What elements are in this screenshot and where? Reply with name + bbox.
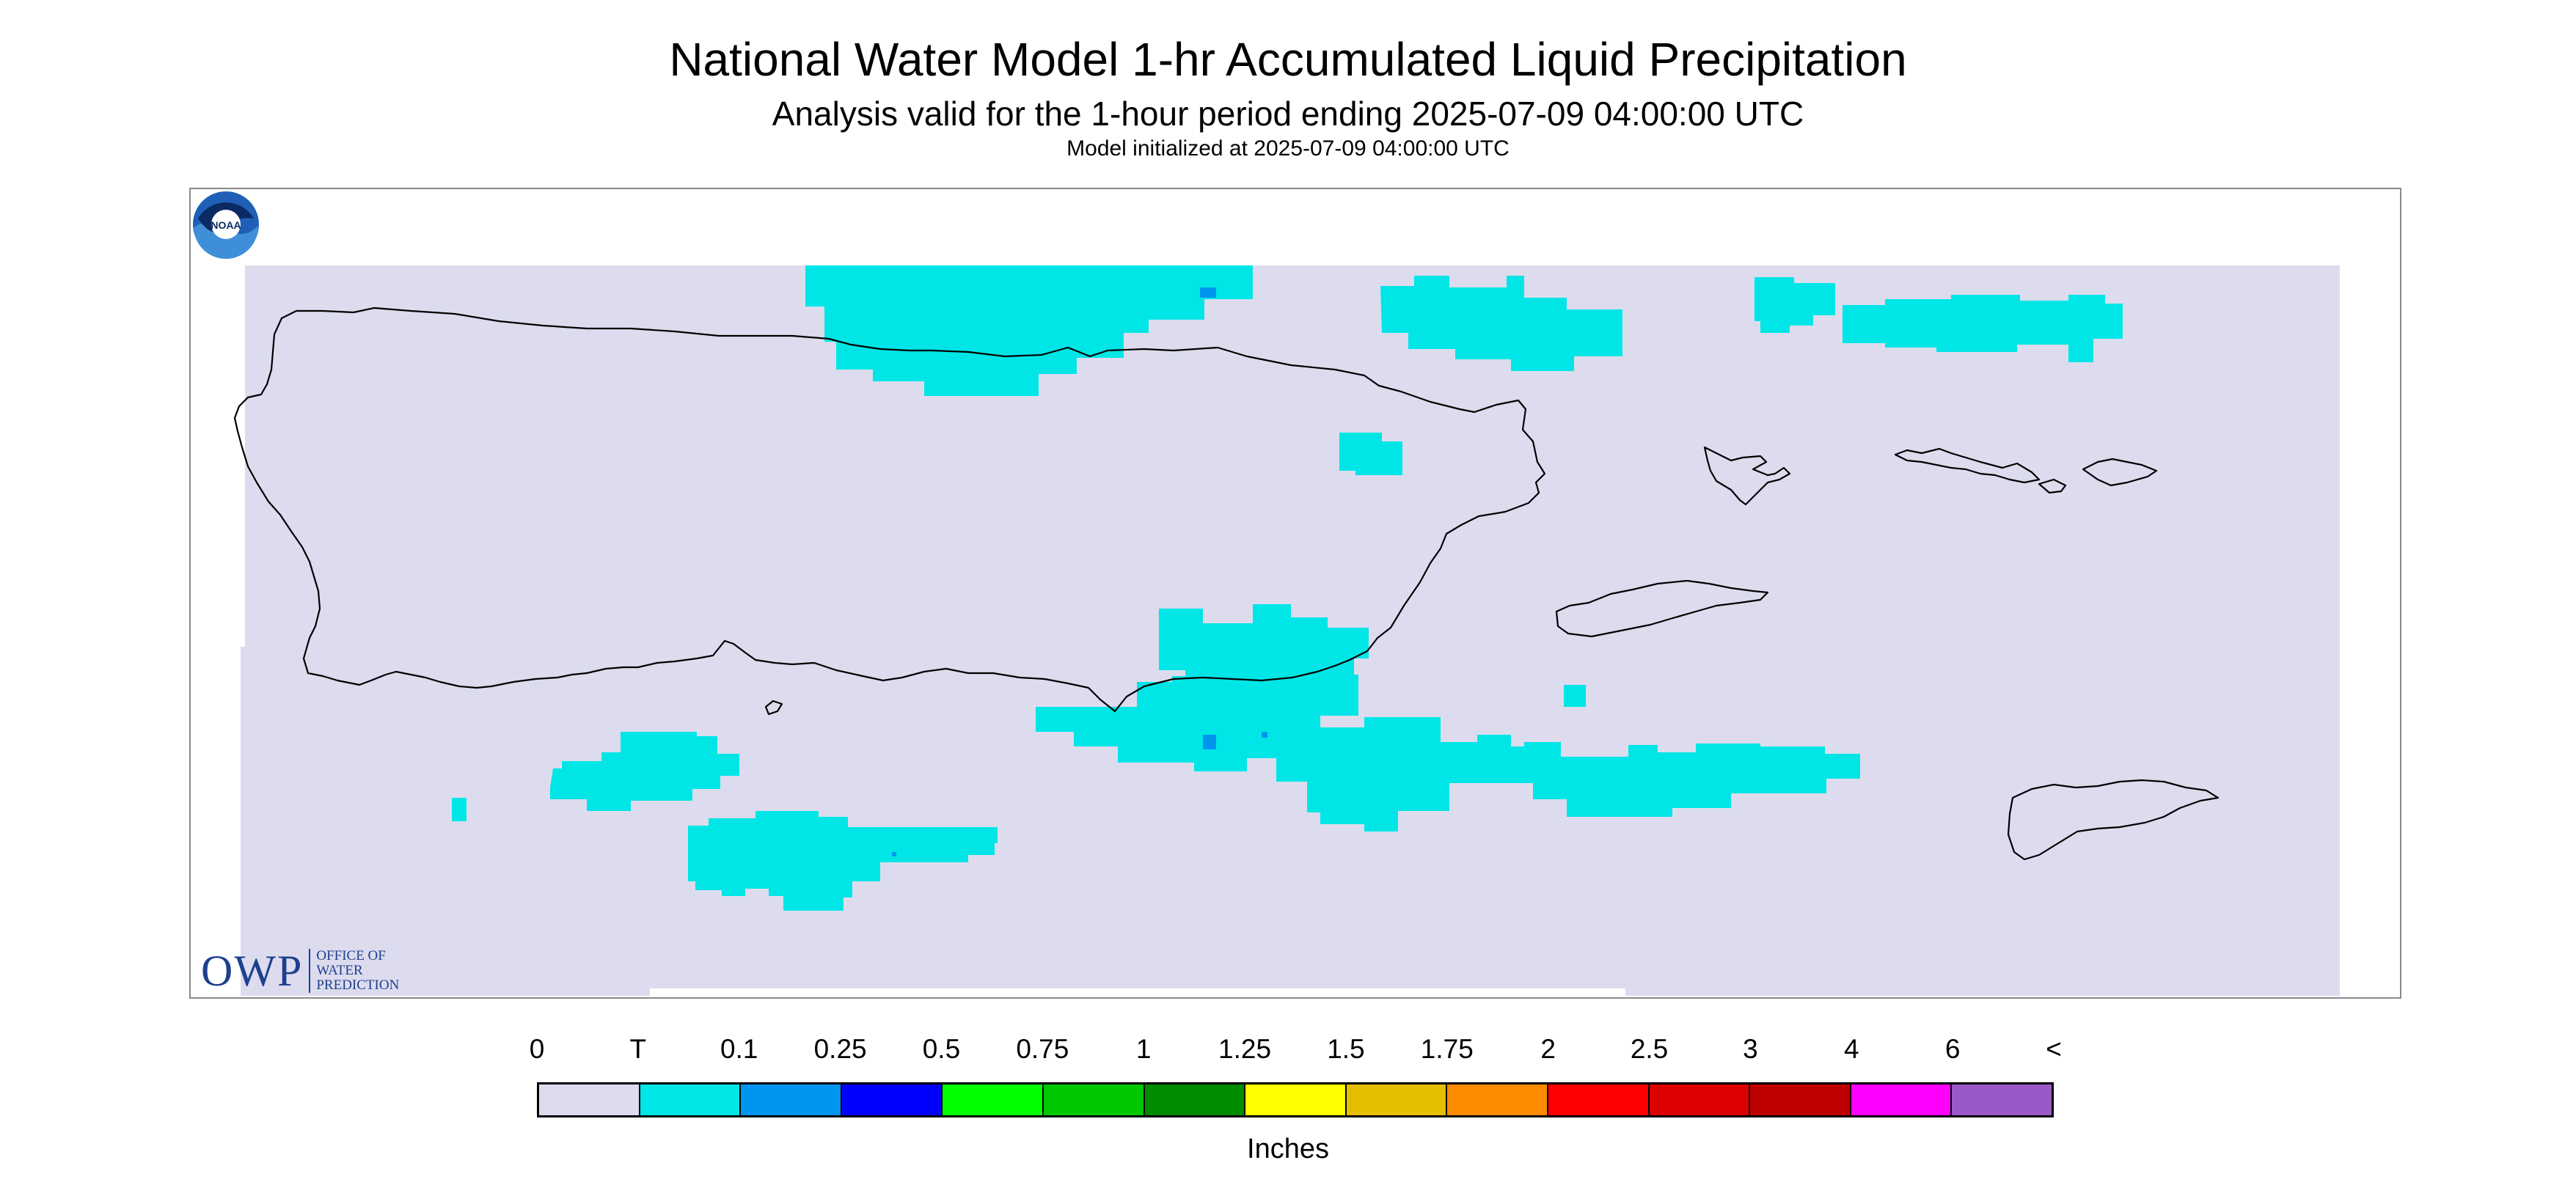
coastline-st-croix	[2007, 779, 2220, 861]
precip-area-offshore-northeast-a	[1754, 277, 1835, 333]
legend-colorbar	[537, 1082, 2054, 1117]
legend-tick-label: 6	[1944, 1034, 1961, 1064]
legend-tick-label: 1	[1135, 1034, 1152, 1064]
legend-swatch	[1548, 1084, 1650, 1115]
owp-logo: OWP OFFICE OF WATER PREDICTION	[201, 949, 399, 993]
legend-tick-label: 1.25	[1218, 1034, 1272, 1064]
legend-swatch	[943, 1084, 1044, 1115]
legend-tick-label: 0.25	[813, 1034, 867, 1064]
precip-area-southwest	[550, 732, 739, 811]
noaa-logo-text: NOAA	[211, 219, 241, 231]
coastline-st-thomas	[1894, 447, 2041, 484]
owp-logo-line: OFFICE OF	[316, 948, 386, 963]
precip-light-cell	[1200, 287, 1216, 298]
precip-area-southwest-dot	[452, 798, 466, 821]
coastline-st-john-east	[2082, 458, 2158, 487]
legend-units: Inches	[1247, 1134, 1329, 1164]
coastline-mona	[764, 700, 783, 716]
precip-area-inland-east	[1339, 433, 1402, 475]
coastline-puerto-rico	[233, 306, 1546, 713]
legend-tick-label: 1.5	[1327, 1034, 1365, 1064]
legend-swatch	[1750, 1084, 1851, 1115]
precip-area-north-coast-tail	[955, 359, 976, 394]
coastlines	[233, 306, 2220, 861]
precipitation-map[interactable]: OWP OFFICE OF WATER PREDICTION NOAA	[189, 188, 2401, 999]
legend-tick-label: T	[629, 1034, 647, 1064]
legend-swatch	[539, 1084, 640, 1115]
legend-swatch	[841, 1084, 943, 1115]
precip-area-south-offshore	[1036, 663, 1860, 832]
coastline-culebra	[1703, 446, 1791, 506]
precip-area-small-south	[1564, 685, 1586, 707]
legend-swatch	[1043, 1084, 1145, 1115]
domain-bottom-gap	[650, 988, 1625, 997]
legend-tick-label: 0.5	[922, 1034, 961, 1064]
legend-tick-label: 3	[1743, 1034, 1758, 1064]
legend-tick-label: <	[2046, 1034, 2062, 1064]
legend-swatch	[1346, 1084, 1448, 1115]
model-init-text: Model initialized at 2025-07-09 04:00:00…	[1066, 136, 1510, 161]
coastline-vieques	[1555, 579, 1769, 638]
map-subtitle: Analysis valid for the 1-hour period end…	[772, 95, 1804, 133]
legend-swatch	[1144, 1084, 1246, 1115]
legend-labels: 0 T 0.1 0.25 0.5 0.75 1 1.25 1.5 1.75 2 2.5 3 4 6 <	[0, 1034, 2576, 1071]
noaa-logo: NOAA	[191, 190, 260, 260]
legend-tick-label: 2.5	[1630, 1034, 1669, 1064]
legend-tick-label: 0	[529, 1034, 545, 1064]
legend-tick-label: 0.75	[1016, 1034, 1069, 1064]
precip-area-south-southwest	[688, 811, 998, 911]
coastline-st-john	[2038, 478, 2067, 494]
legend-swatch	[1245, 1084, 1347, 1115]
owp-logo-subtitle: OFFICE OF WATER PREDICTION	[309, 949, 399, 993]
owp-logo-line: WATER	[316, 963, 363, 978]
owp-logo-text: OWP	[201, 947, 304, 995]
precip-light-cell	[1262, 732, 1267, 738]
legend-tick-label: 4	[1843, 1034, 1859, 1064]
map-canvas	[233, 265, 2340, 997]
legend-swatch	[1447, 1084, 1548, 1115]
precip-area-offshore-north	[1380, 276, 1622, 371]
map-title: National Water Model 1-hr Accumulated Li…	[669, 33, 1907, 86]
legend-tick-label: 2	[1540, 1034, 1556, 1064]
legend-tick-label: 0.1	[720, 1034, 758, 1064]
legend-swatch	[640, 1084, 742, 1115]
precip-light-areas	[892, 287, 1267, 856]
precip-area-north-coast	[805, 265, 1253, 396]
precip-area-offshore-northeast-b	[1843, 295, 2123, 362]
legend-swatch	[1851, 1084, 1953, 1115]
precip-light-cell	[1203, 735, 1216, 749]
legend-tick-label: 1.75	[1420, 1034, 1474, 1064]
legend-swatch	[1952, 1084, 2052, 1115]
precip-light-cell	[892, 852, 896, 856]
owp-logo-line: PREDICTION	[316, 977, 400, 993]
legend-swatch	[1649, 1084, 1751, 1115]
legend-swatch	[741, 1084, 842, 1115]
domain-edge-gap	[241, 265, 245, 647]
